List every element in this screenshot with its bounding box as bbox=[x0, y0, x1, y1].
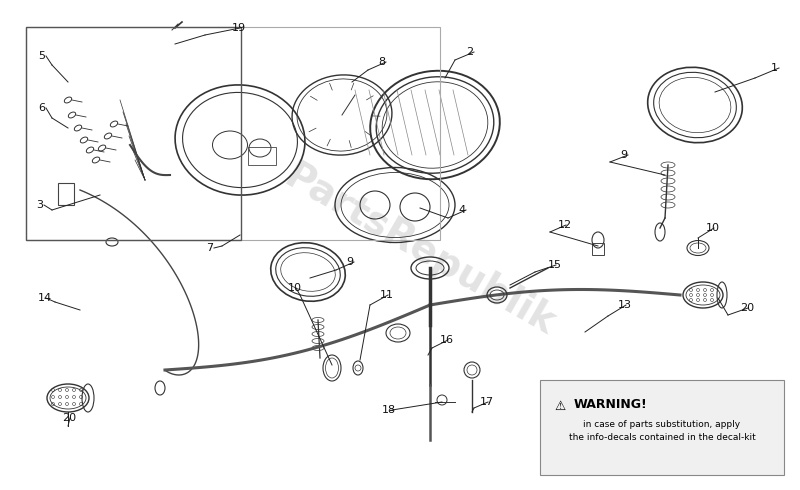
Bar bbox=[26, 27, 440, 240]
Bar bbox=[540, 380, 784, 475]
Text: 5: 5 bbox=[38, 51, 45, 61]
Text: 18: 18 bbox=[382, 405, 396, 415]
Text: in case of parts substitution, apply: in case of parts substitution, apply bbox=[583, 420, 741, 429]
Text: 17: 17 bbox=[480, 397, 494, 407]
Text: 20: 20 bbox=[740, 303, 754, 313]
Text: 4: 4 bbox=[458, 205, 465, 215]
Text: 2: 2 bbox=[466, 47, 473, 57]
Bar bbox=[58, 183, 74, 205]
Text: 19: 19 bbox=[232, 23, 246, 33]
Text: 9: 9 bbox=[346, 257, 353, 267]
Text: 8: 8 bbox=[378, 57, 385, 67]
Bar bbox=[592, 243, 604, 255]
Text: 9: 9 bbox=[620, 150, 627, 160]
Text: the info-decals contained in the decal-kit: the info-decals contained in the decal-k… bbox=[569, 433, 755, 442]
Text: 14: 14 bbox=[38, 293, 52, 303]
Bar bbox=[26, 27, 241, 240]
Text: 7: 7 bbox=[206, 243, 213, 253]
Text: PartsRepublik: PartsRepublik bbox=[278, 157, 562, 343]
Text: 16: 16 bbox=[440, 335, 454, 345]
Text: 15: 15 bbox=[548, 260, 562, 270]
Text: WARNING!: WARNING! bbox=[573, 398, 647, 411]
Text: 6: 6 bbox=[38, 103, 45, 113]
Text: 12: 12 bbox=[558, 220, 572, 230]
Text: 1: 1 bbox=[771, 63, 778, 73]
Text: 11: 11 bbox=[380, 290, 394, 300]
Bar bbox=[248, 147, 276, 165]
Text: 20: 20 bbox=[62, 413, 76, 423]
Text: 10: 10 bbox=[706, 223, 720, 233]
Text: 10: 10 bbox=[288, 283, 302, 293]
Text: 3: 3 bbox=[36, 200, 43, 210]
Text: 13: 13 bbox=[618, 300, 632, 310]
Text: ⚠: ⚠ bbox=[554, 400, 566, 413]
